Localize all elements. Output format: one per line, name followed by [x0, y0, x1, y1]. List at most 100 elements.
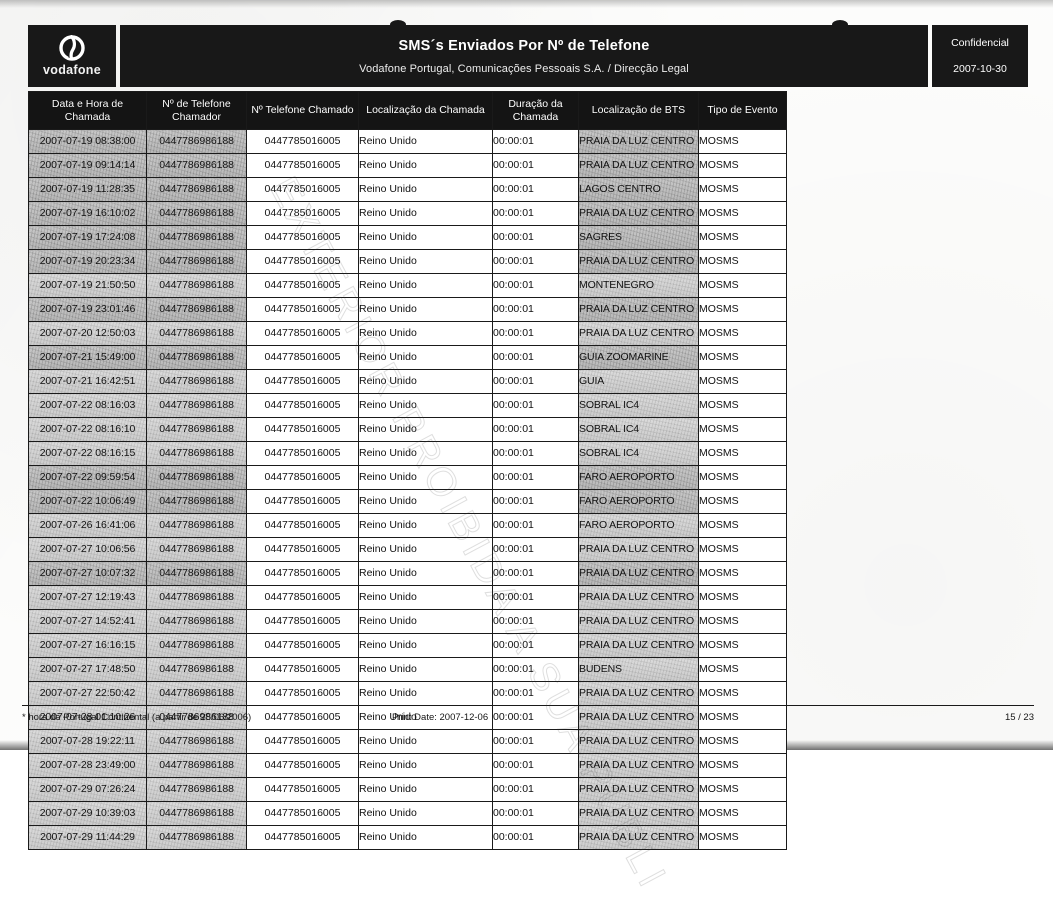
cell-loc_call: Reino Unido: [358, 249, 493, 274]
cell-called: 0447785016005: [246, 417, 359, 442]
table-header-bts[interactable]: Localização de BTS: [578, 91, 699, 130]
cell-duration: 00:00:01: [492, 537, 579, 562]
table-header-caller[interactable]: Nº de Telefone Chamador: [146, 91, 247, 130]
cell-duration: 00:00:01: [492, 585, 579, 610]
cell-duration: 00:00:01: [492, 201, 579, 226]
cell-datetime: 2007-07-19 17:24:08: [28, 225, 147, 250]
cell-duration: 00:00:01: [492, 321, 579, 346]
cell-event: MOSMS: [698, 225, 787, 250]
cell-datetime: 2007-07-22 10:06:49: [28, 489, 147, 514]
cell-bts: GUIA: [578, 369, 699, 394]
cell-event: MOSMS: [698, 153, 787, 178]
cell-datetime: 2007-07-29 11:44:29: [28, 825, 147, 850]
table-row[interactable]: 2007-07-26 16:41:06 0447786986188 04477850…: [28, 513, 787, 538]
table-row[interactable]: 2007-07-19 20:23:34 0447786986188 04477850…: [28, 249, 787, 274]
cell-bts: FARO AEROPORTO: [578, 465, 699, 490]
cell-called: 0447785016005: [246, 177, 359, 202]
table-row[interactable]: 2007-07-21 16:42:51 0447786986188 04477850…: [28, 369, 787, 394]
table-row[interactable]: 2007-07-27 12:19:43 0447786986188 04477850…: [28, 585, 787, 610]
cell-called: 0447785016005: [246, 273, 359, 298]
cell-datetime: 2007-07-21 15:49:00: [28, 345, 147, 370]
confidential-block: Confidencial 2007-10-30: [932, 25, 1028, 87]
table-row[interactable]: 2007-07-22 08:16:15 0447786986188 04477850…: [28, 441, 787, 466]
cell-datetime: 2007-07-19 20:23:34: [28, 249, 147, 274]
cell-caller: 0447786986188: [146, 417, 247, 442]
table-row[interactable]: 2007-07-19 17:24:08 0447786986188 04477850…: [28, 225, 787, 250]
cell-datetime: 2007-07-22 08:16:03: [28, 393, 147, 418]
table-row[interactable]: 2007-07-22 08:16:03 0447786986188 04477850…: [28, 393, 787, 418]
cell-datetime: 2007-07-22 08:16:10: [28, 417, 147, 442]
cell-loc_call: Reino Unido: [358, 441, 493, 466]
cell-event: MOSMS: [698, 321, 787, 346]
scan-edge-top: [0, 0, 1053, 8]
table-body: 2007-07-19 08:38:00 0447786986188 04477850…: [28, 129, 787, 850]
cell-event: MOSMS: [698, 345, 787, 370]
cell-loc_call: Reino Unido: [358, 345, 493, 370]
cell-event: MOSMS: [698, 825, 787, 850]
cell-caller: 0447786986188: [146, 705, 247, 730]
cell-loc_call: Reino Unido: [358, 489, 493, 514]
table-row[interactable]: 2007-07-29 10:39:03 0447786986188 04477850…: [28, 801, 787, 826]
cell-duration: 00:00:01: [492, 801, 579, 826]
cell-duration: 00:00:01: [492, 753, 579, 778]
table-row[interactable]: 2007-07-27 10:07:32 0447786986188 04477850…: [28, 561, 787, 586]
table-row[interactable]: 2007-07-28 01:10:26 0447786986188 04477850…: [28, 705, 787, 730]
cell-loc_call: Reino Unido: [358, 561, 493, 586]
cell-called: 0447785016005: [246, 681, 359, 706]
cell-event: MOSMS: [698, 417, 787, 442]
cell-event: MOSMS: [698, 537, 787, 562]
cell-event: MOSMS: [698, 585, 787, 610]
table-row[interactable]: 2007-07-22 10:06:49 0447786986188 04477850…: [28, 489, 787, 514]
cell-loc_call: Reino Unido: [358, 657, 493, 682]
cell-event: MOSMS: [698, 777, 787, 802]
cell-loc_call: Reino Unido: [358, 681, 493, 706]
table-header-duration[interactable]: Duração da Chamada: [492, 91, 579, 130]
cell-called: 0447785016005: [246, 201, 359, 226]
cell-loc_call: Reino Unido: [358, 369, 493, 394]
cell-caller: 0447786986188: [146, 801, 247, 826]
cell-loc_call: Reino Unido: [358, 393, 493, 418]
cell-datetime: 2007-07-19 09:14:14: [28, 153, 147, 178]
table-row[interactable]: 2007-07-28 23:49:00 0447786986188 04477850…: [28, 753, 787, 778]
cell-called: 0447785016005: [246, 801, 359, 826]
table-row[interactable]: 2007-07-27 22:50:42 0447786986188 04477850…: [28, 681, 787, 706]
cell-bts: PRAIA DA LUZ CENTRO: [578, 129, 699, 154]
cell-duration: 00:00:01: [492, 177, 579, 202]
table-row[interactable]: 2007-07-27 10:06:56 0447786986188 04477850…: [28, 537, 787, 562]
table-row[interactable]: 2007-07-19 08:38:00 0447786986188 04477850…: [28, 129, 787, 154]
table-row[interactable]: 2007-07-27 14:52:41 0447786986188 04477850…: [28, 609, 787, 634]
cell-datetime: 2007-07-22 09:59:54: [28, 465, 147, 490]
cell-event: MOSMS: [698, 657, 787, 682]
cell-duration: 00:00:01: [492, 777, 579, 802]
cell-caller: 0447786986188: [146, 561, 247, 586]
table-row[interactable]: 2007-07-22 09:59:54 0447786986188 04477850…: [28, 465, 787, 490]
table-row[interactable]: 2007-07-27 17:48:50 0447786986188 04477850…: [28, 657, 787, 682]
table-row[interactable]: 2007-07-21 15:49:00 0447786986188 04477850…: [28, 345, 787, 370]
cell-event: MOSMS: [698, 513, 787, 538]
table-header-called[interactable]: Nº Telefone Chamado: [246, 91, 359, 130]
table-row[interactable]: 2007-07-29 07:26:24 0447786986188 04477850…: [28, 777, 787, 802]
cell-called: 0447785016005: [246, 249, 359, 274]
table-row[interactable]: 2007-07-29 11:44:29 0447786986188 04477850…: [28, 825, 787, 850]
table-row[interactable]: 2007-07-19 09:14:14 0447786986188 04477850…: [28, 153, 787, 178]
cell-bts: BUDENS: [578, 657, 699, 682]
cell-bts: PRAIA DA LUZ CENTRO: [578, 201, 699, 226]
table-row[interactable]: 2007-07-27 16:16:15 0447786986188 04477850…: [28, 633, 787, 658]
cell-caller: 0447786986188: [146, 729, 247, 754]
cell-datetime: 2007-07-19 08:38:00: [28, 129, 147, 154]
table-row[interactable]: 2007-07-19 16:10:02 0447786986188 04477850…: [28, 201, 787, 226]
table-header-loc_call[interactable]: Localização da Chamada: [358, 91, 493, 130]
table-row[interactable]: 2007-07-19 11:28:35 0447786986188 04477850…: [28, 177, 787, 202]
cell-called: 0447785016005: [246, 753, 359, 778]
table-row[interactable]: 2007-07-22 08:16:10 0447786986188 04477850…: [28, 417, 787, 442]
cell-datetime: 2007-07-27 16:16:15: [28, 633, 147, 658]
cell-called: 0447785016005: [246, 153, 359, 178]
table-row[interactable]: 2007-07-19 23:01:46 0447786986188 04477850…: [28, 297, 787, 322]
table-row[interactable]: 2007-07-19 21:50:50 0447786986188 04477850…: [28, 273, 787, 298]
table-header-event[interactable]: Tipo de Evento: [698, 91, 787, 130]
table-row[interactable]: 2007-07-20 12:50:03 0447786986188 04477850…: [28, 321, 787, 346]
cell-datetime: 2007-07-27 22:50:42: [28, 681, 147, 706]
cell-loc_call: Reino Unido: [358, 585, 493, 610]
cell-event: MOSMS: [698, 297, 787, 322]
table-header-datetime[interactable]: Data e Hora de Chamada: [28, 91, 147, 130]
